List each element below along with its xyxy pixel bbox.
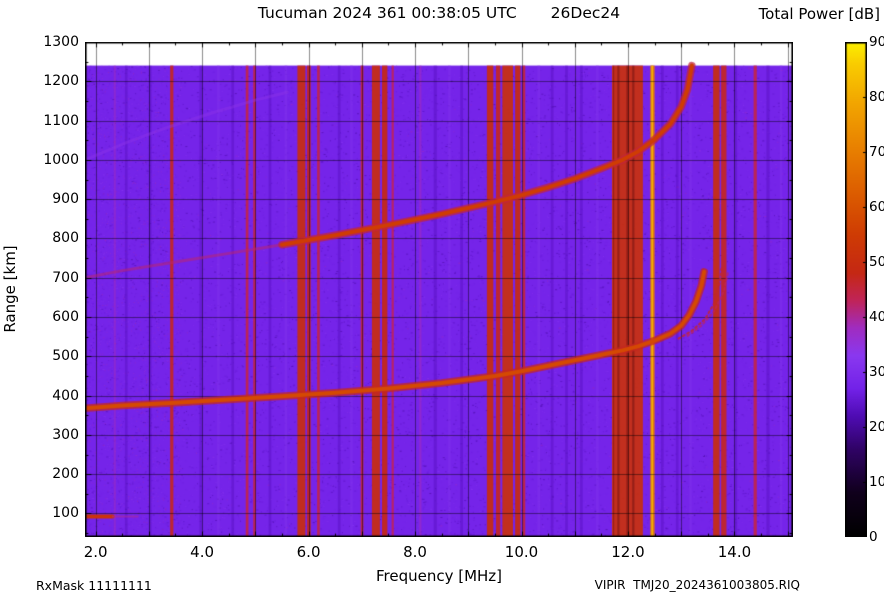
file-name-label: VIPIR TMJ20_2024361003805.RIQ bbox=[594, 578, 800, 592]
colorbar-tick-label: 0 bbox=[869, 529, 878, 545]
colorbar-tick-label: 10 bbox=[869, 474, 884, 490]
colorbar-tick-label: 80 bbox=[869, 89, 884, 105]
x-tick-label: 12.0 bbox=[611, 543, 645, 561]
title-row: Tucuman 2024 361 00:38:05 UTC 26Dec24 bbox=[85, 4, 793, 22]
page-title: Tucuman 2024 361 00:38:05 UTC bbox=[257, 4, 517, 22]
colorbar-tick-label: 50 bbox=[869, 254, 884, 270]
y-tick-label: 900 bbox=[52, 191, 79, 208]
colorbar-tick-label: 60 bbox=[869, 199, 884, 215]
y-tick-label: 700 bbox=[52, 269, 79, 286]
ionogram-heatmap bbox=[85, 42, 793, 537]
y-tick-label: 600 bbox=[52, 309, 79, 325]
y-tick-label: 800 bbox=[52, 230, 79, 247]
x-tick-label: 6.0 bbox=[296, 543, 321, 561]
y-tick-label: 100 bbox=[52, 505, 79, 522]
y-tick-label: 1100 bbox=[43, 112, 79, 129]
y-tick-label: 400 bbox=[52, 387, 79, 404]
y-tick-label: 1000 bbox=[43, 151, 79, 168]
date-label: 26Dec24 bbox=[550, 4, 621, 22]
x-axis-label: Frequency [MHz] bbox=[375, 567, 503, 585]
colorbar-tick-label: 90 bbox=[869, 34, 884, 50]
y-tick-label: 500 bbox=[52, 348, 79, 365]
colorbar-tick-label: 20 bbox=[869, 419, 884, 435]
colorbar-tick-label: 30 bbox=[869, 364, 884, 380]
y-tick-label: 200 bbox=[52, 466, 79, 483]
y-axis-label: Range [km] bbox=[1, 245, 19, 333]
x-tick-label: 2.0 bbox=[83, 543, 108, 561]
y-tick-label: 300 bbox=[52, 426, 79, 443]
y-tick-label: 1200 bbox=[43, 73, 79, 90]
x-tick-label: 8.0 bbox=[403, 543, 427, 561]
y-tick-label: 1300 bbox=[43, 34, 79, 50]
x-tick-label: 14.0 bbox=[717, 543, 752, 561]
rx-mask-label: RxMask 11111111 bbox=[36, 578, 152, 593]
colorbar-tick-label: 40 bbox=[869, 309, 884, 325]
colorbar-tick-label: 70 bbox=[869, 144, 884, 160]
x-tick-label: 4.0 bbox=[190, 543, 215, 561]
colorbar-title: Total Power [dB] bbox=[758, 5, 880, 23]
x-tick-label: 10.0 bbox=[504, 543, 539, 561]
colorbar bbox=[845, 42, 867, 537]
